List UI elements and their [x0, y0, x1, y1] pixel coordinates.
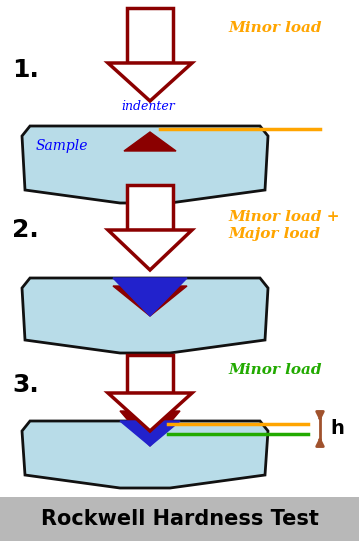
Text: h: h	[330, 419, 344, 439]
Text: 3.: 3.	[12, 373, 39, 397]
Polygon shape	[22, 278, 268, 353]
Text: 2.: 2.	[12, 218, 39, 242]
Polygon shape	[108, 230, 192, 270]
Polygon shape	[113, 278, 187, 316]
Bar	[127, 185, 173, 230]
Polygon shape	[22, 126, 268, 203]
Text: Rockwell Hardness Test: Rockwell Hardness Test	[41, 509, 318, 529]
Polygon shape	[124, 132, 176, 151]
Text: indenter: indenter	[121, 101, 175, 114]
Polygon shape	[22, 421, 268, 488]
Bar	[127, 355, 173, 393]
Bar	[0, 497, 359, 541]
Text: Minor load +
Major load: Minor load + Major load	[228, 210, 340, 241]
Text: Minor load: Minor load	[228, 363, 322, 377]
Polygon shape	[120, 411, 180, 446]
Polygon shape	[113, 286, 187, 316]
Polygon shape	[120, 421, 180, 446]
Polygon shape	[108, 393, 192, 431]
Text: Sample: Sample	[36, 139, 89, 153]
Polygon shape	[108, 63, 192, 101]
Text: 1.: 1.	[12, 58, 39, 82]
Bar	[127, 8, 173, 63]
Text: Minor load: Minor load	[228, 21, 322, 35]
